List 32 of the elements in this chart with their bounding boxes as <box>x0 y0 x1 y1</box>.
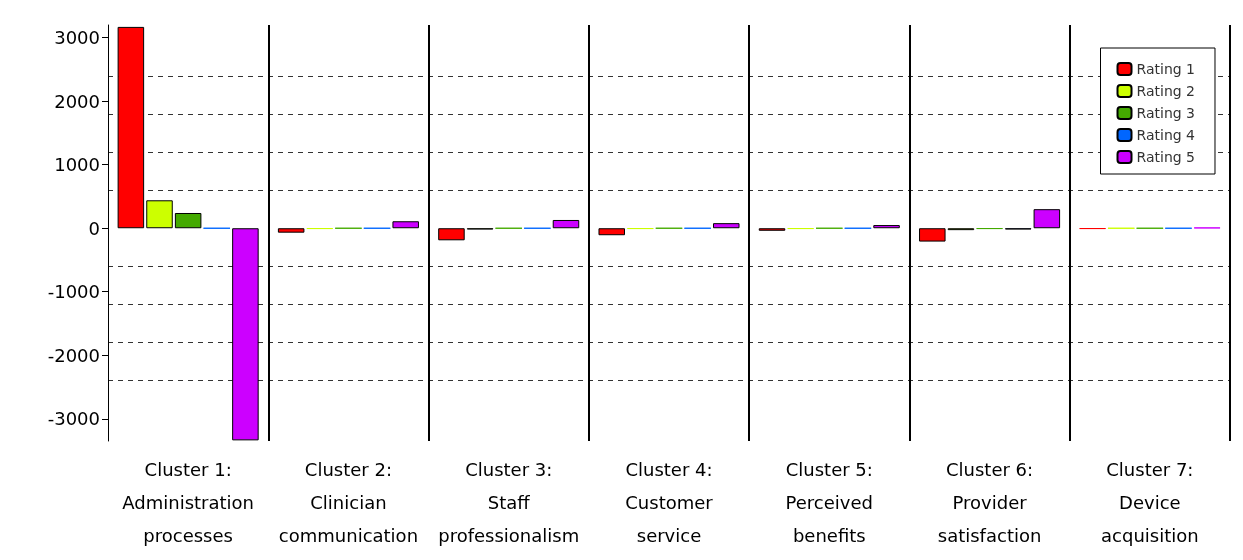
bar <box>438 228 465 241</box>
bar <box>713 223 740 229</box>
y-tick-label: 1000 <box>54 154 100 176</box>
x-tick-label: Cluster 1: Administration processes <box>122 459 254 546</box>
x-tick-label: Cluster 3: Staff professionalism <box>438 459 580 546</box>
bar <box>232 228 259 441</box>
bar <box>392 221 419 229</box>
bar <box>1033 209 1061 229</box>
legend-label: Rating 4 <box>1136 127 1196 143</box>
legend-label: Rating 5 <box>1136 149 1195 165</box>
x-tick-label: Cluster 2: Clinician communication <box>278 459 419 546</box>
bar <box>919 228 946 242</box>
y-tick-label: 3000 <box>54 27 100 49</box>
bar <box>117 26 145 229</box>
legend-label: Rating 3 <box>1136 105 1195 121</box>
x-tick-label: Cluster 7: Device acquisition <box>1101 459 1199 546</box>
bar <box>552 219 580 229</box>
x-tick-label: Cluster 4: Customer service <box>625 459 714 546</box>
bar <box>277 228 305 233</box>
x-tick-label: Cluster 6: Provider satisfaction <box>937 459 1042 546</box>
y-tick-label: -2000 <box>47 344 100 366</box>
bar <box>146 200 173 229</box>
y-tick-label: 2000 <box>54 90 100 112</box>
legend-label: Rating 2 <box>1136 83 1195 99</box>
y-tick-label: -1000 <box>47 281 100 303</box>
x-tick-label: Cluster 5: Perceived benefits <box>785 459 873 546</box>
bar <box>873 225 900 229</box>
y-tick-label: 0 <box>88 217 100 239</box>
bar <box>598 228 625 236</box>
legend-label: Rating 1 <box>1136 61 1195 77</box>
y-tick-label: -3000 <box>47 408 100 430</box>
bar <box>174 212 202 229</box>
